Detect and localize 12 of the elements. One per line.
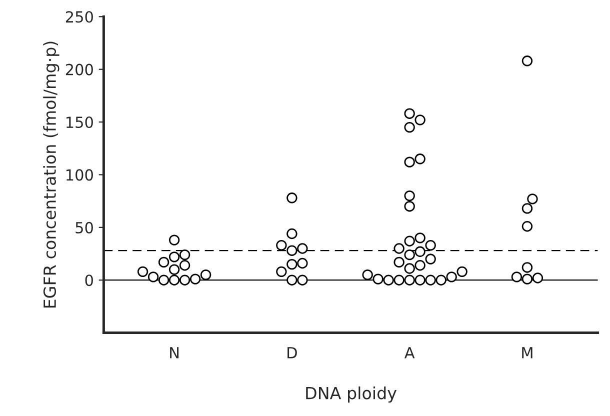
- x-tick-label: A: [404, 347, 415, 358]
- y-axis-title: EGFR concentration (fmol/mg·p): [43, 42, 60, 308]
- y-tick-label: 50: [76, 222, 93, 234]
- x-tick-label: D: [288, 347, 297, 358]
- y-tick-label: 200: [66, 64, 93, 76]
- y-tick-label: 0: [85, 274, 93, 286]
- y-tick-label: 100: [66, 169, 93, 181]
- x-axis-title: DNA ploidy: [306, 386, 396, 403]
- y-tick-label: 150: [66, 116, 93, 128]
- x-tick-label: N: [170, 347, 178, 358]
- y-tick-label: 250: [66, 11, 93, 23]
- x-tick-label: M: [522, 347, 532, 358]
